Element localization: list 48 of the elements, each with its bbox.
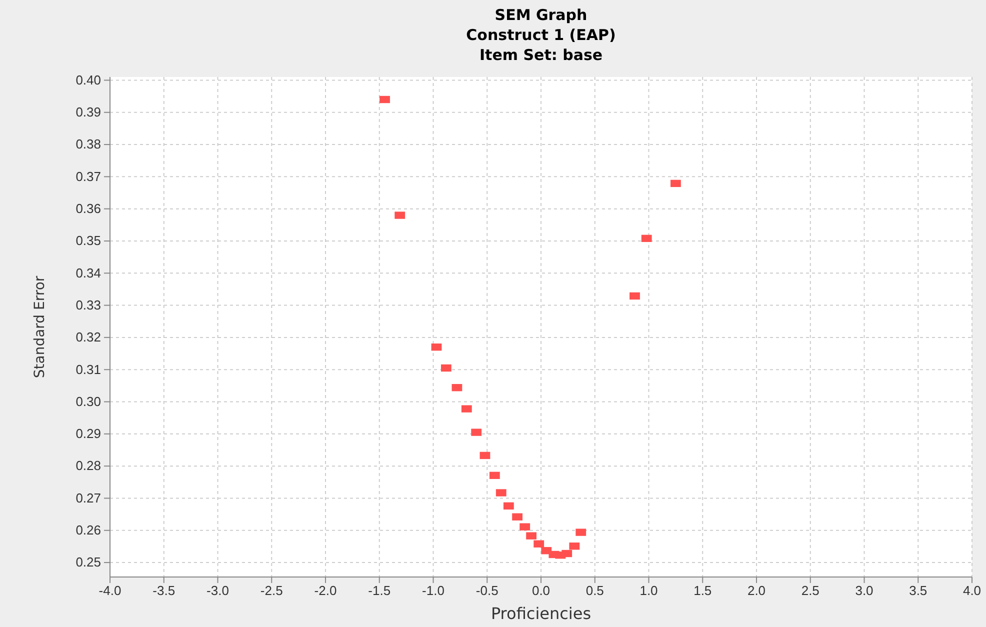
point [480, 452, 490, 460]
x-tick-label: 0.5 [586, 583, 604, 598]
x-tick-label: -1.0 [422, 583, 444, 598]
point [630, 292, 640, 300]
x-tick-label: 3.0 [855, 583, 874, 598]
y-tick-label: 0.34 [76, 265, 101, 280]
y-tick-label: 0.30 [76, 394, 101, 409]
x-axis-title: Proficiencies [490, 604, 592, 623]
point [431, 343, 442, 351]
y-tick-label: 0.39 [76, 104, 101, 120]
x-tick-label: -2.5 [260, 583, 283, 598]
y-tick-label: 0.38 [76, 136, 101, 152]
y-tick-label: 0.27 [76, 490, 101, 506]
y-tick-label: 0.32 [76, 330, 101, 345]
x-tick-label: -0.5 [476, 583, 498, 598]
point [562, 550, 572, 558]
x-tick-label: 4.0 [962, 583, 982, 598]
x-tick-label: -2.0 [314, 583, 337, 598]
point [503, 502, 514, 510]
point [670, 180, 681, 188]
point [380, 96, 390, 104]
y-tick-label: 0.40 [76, 72, 101, 88]
x-tick-label: -1.5 [368, 583, 391, 598]
x-tick-label: 0.0 [532, 583, 550, 598]
point [440, 364, 452, 372]
chart-title: SEM Graph [494, 6, 588, 24]
point [641, 234, 652, 242]
y-tick-label: 0.36 [76, 200, 101, 216]
x-tick-label: 2.0 [747, 583, 766, 598]
x-tick-label: 1.0 [640, 583, 658, 598]
point [526, 532, 536, 540]
x-tick-label: 1.5 [694, 583, 712, 598]
y-tick-label: 0.35 [76, 233, 101, 248]
x-tick-label: -3.0 [206, 583, 229, 598]
y-tick-label: 0.26 [76, 522, 101, 538]
y-tick-label: 0.29 [76, 426, 101, 442]
point [512, 513, 522, 520]
y-tick-label: 0.31 [76, 362, 101, 377]
y-tick-label: 0.33 [76, 297, 101, 312]
y-tick-label: 0.25 [76, 554, 101, 570]
y-axis-title: Standard Error [32, 276, 48, 378]
chart-subtitle: Construct 1 (EAP) Item Set: base [466, 26, 616, 64]
x-tick-label: -4.0 [98, 583, 122, 598]
y-tick-label: 0.37 [76, 168, 101, 184]
y-tick-label: 0.28 [76, 458, 101, 474]
x-tick-label: -3.5 [152, 583, 176, 598]
x-tick-label: 2.5 [801, 583, 820, 598]
x-tick-label: 3.5 [909, 583, 928, 598]
